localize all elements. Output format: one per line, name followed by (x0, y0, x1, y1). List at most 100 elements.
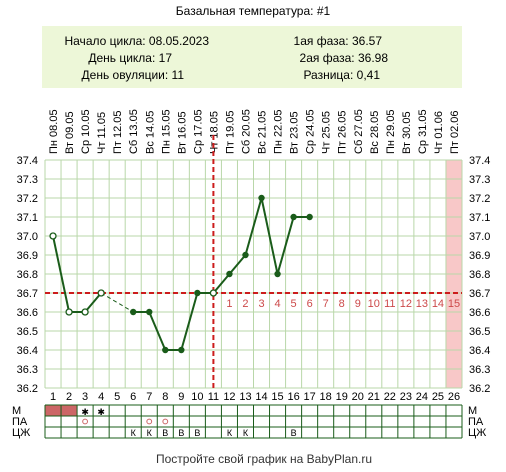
row-label: ПА (468, 416, 484, 428)
y-tick-label: 36.4 (469, 345, 490, 357)
mucus-marker: К (131, 428, 137, 438)
y-tick-label: 36.3 (17, 364, 38, 376)
phase-number: 3 (258, 298, 264, 310)
phase-numbers: 1 2 3 4 5 6 7 8 9 10 11 12 13 14 15 (226, 298, 460, 310)
y-tick-label: 36.4 (17, 345, 38, 357)
y-tick-label: 36.9 (17, 250, 38, 262)
date-label: Пн 29.05 (385, 109, 397, 154)
series-segment (260, 197, 279, 275)
y-tick-label: 37.4 (17, 155, 38, 167)
grid (44, 159, 463, 389)
x-tick-label: 7 (146, 391, 152, 403)
mucus-marker: К (227, 428, 233, 438)
date-label: Пт 26.05 (337, 110, 349, 154)
data-point (162, 346, 169, 354)
date-label: Чт 01.06 (433, 111, 445, 154)
x-tick-label: 13 (239, 391, 251, 403)
cycle-start-info: Начало цикла: 08.05.2023 (64, 34, 209, 48)
y-tick-label: 36.2 (17, 383, 38, 395)
x-tick-label: 17 (304, 391, 316, 403)
date-label: Вс 21.05 (257, 111, 269, 154)
x-tick-label: 6 (130, 391, 136, 403)
series-segment (180, 292, 199, 351)
data-point (258, 194, 265, 202)
phase-number: 13 (416, 298, 428, 310)
data-point (178, 346, 185, 354)
x-tick-label: 16 (287, 391, 299, 403)
series-segment (148, 311, 167, 351)
y-tick-label: 36.5 (469, 326, 490, 338)
y-tick-label: 36.8 (17, 269, 38, 281)
x-tick-label: 15 (271, 391, 283, 403)
y-tick-label: 36.3 (469, 364, 490, 376)
series-gap-segment (100, 292, 134, 313)
ovulation-day-info: День овуляции: 11 (82, 68, 185, 82)
phase1-info: 1ая фаза: 36.57 (294, 34, 383, 48)
y-tick-label: 36.5 (17, 326, 38, 338)
date-label: Вс 14.05 (144, 111, 156, 154)
series-segment (52, 235, 71, 313)
row-label: ЦЖ (12, 427, 30, 439)
y-axis-left: 37.4 37.3 37.2 37.1 37.0 36.9 36.8 36.7 36.6 36.5… (17, 155, 38, 395)
phase-number: 1 (226, 298, 232, 310)
x-tick-label: 19 (336, 391, 348, 403)
y-tick-label: 36.7 (469, 288, 490, 300)
x-tick-label: 12 (223, 391, 235, 403)
y-tick-label: 36.8 (469, 269, 490, 281)
y-tick-label: 36.9 (469, 250, 490, 262)
y-tick-label: 36.7 (17, 288, 38, 300)
flow-spot-marker: ✱ (81, 407, 89, 417)
series-segment (228, 254, 247, 275)
x-tick-label: 24 (416, 391, 428, 403)
x-tick-label: 23 (400, 391, 412, 403)
y-tick-label: 36.2 (469, 383, 490, 395)
y-axis-right: 37.4 37.3 37.2 37.1 37.0 36.9 36.8 36.7 36.6 36.5… (469, 155, 490, 395)
y-tick-label: 37.0 (469, 231, 490, 243)
difference-info: Разница: 0,41 (303, 68, 380, 82)
phase-number: 15 (448, 298, 460, 310)
y-tick-label: 37.1 (17, 212, 38, 224)
phase-number: 11 (384, 298, 395, 310)
x-tick-label: 8 (162, 391, 168, 403)
x-tick-label: 26 (448, 391, 460, 403)
x-tick-label: 5 (114, 391, 120, 403)
mucus-marker: В (291, 428, 297, 438)
row-label: ПА (12, 416, 28, 428)
phase-number: 5 (291, 298, 297, 310)
series-segment (212, 273, 231, 294)
data-point (146, 308, 153, 316)
data-point (290, 213, 297, 221)
date-label: Ср 10.05 (80, 109, 92, 154)
pa-marker (162, 418, 169, 425)
date-label: Чт 25.05 (321, 111, 333, 154)
temperature-series (49, 194, 313, 354)
date-label: Вт 30.05 (401, 111, 413, 154)
y-tick-label: 37.0 (17, 231, 38, 243)
row-label: М (468, 405, 477, 417)
footer-link[interactable]: Постройте свой график на BabyPlan.ru (156, 452, 372, 466)
phase-number: 10 (368, 298, 380, 310)
series-segment (84, 292, 102, 313)
chart-title: Базальная температура: #1 (176, 4, 331, 18)
date-label: Чт 11.05 (96, 112, 108, 154)
data-point (242, 251, 249, 259)
y-tick-label: 37.3 (17, 174, 38, 186)
data-point (49, 232, 57, 240)
mucus-marker: В (194, 428, 200, 438)
menstruation-cell (61, 405, 78, 416)
phase2-info: 2ая фаза: 36.98 (300, 51, 389, 65)
date-label: Ср 17.05 (192, 109, 204, 154)
date-label: Пт 02.06 (449, 110, 461, 154)
mucus-marker: В (162, 428, 168, 438)
x-tick-label: 21 (368, 391, 380, 403)
phase-number: 8 (339, 298, 345, 310)
y-tick-label: 37.1 (469, 212, 490, 224)
row-label: ЦЖ (468, 427, 486, 439)
y-tick-label: 36.6 (469, 307, 490, 319)
x-tick-label: 9 (178, 391, 184, 403)
x-tick-label: 2 (66, 391, 72, 403)
date-label: Ср 31.05 (417, 109, 429, 154)
pa-marker (146, 418, 153, 425)
